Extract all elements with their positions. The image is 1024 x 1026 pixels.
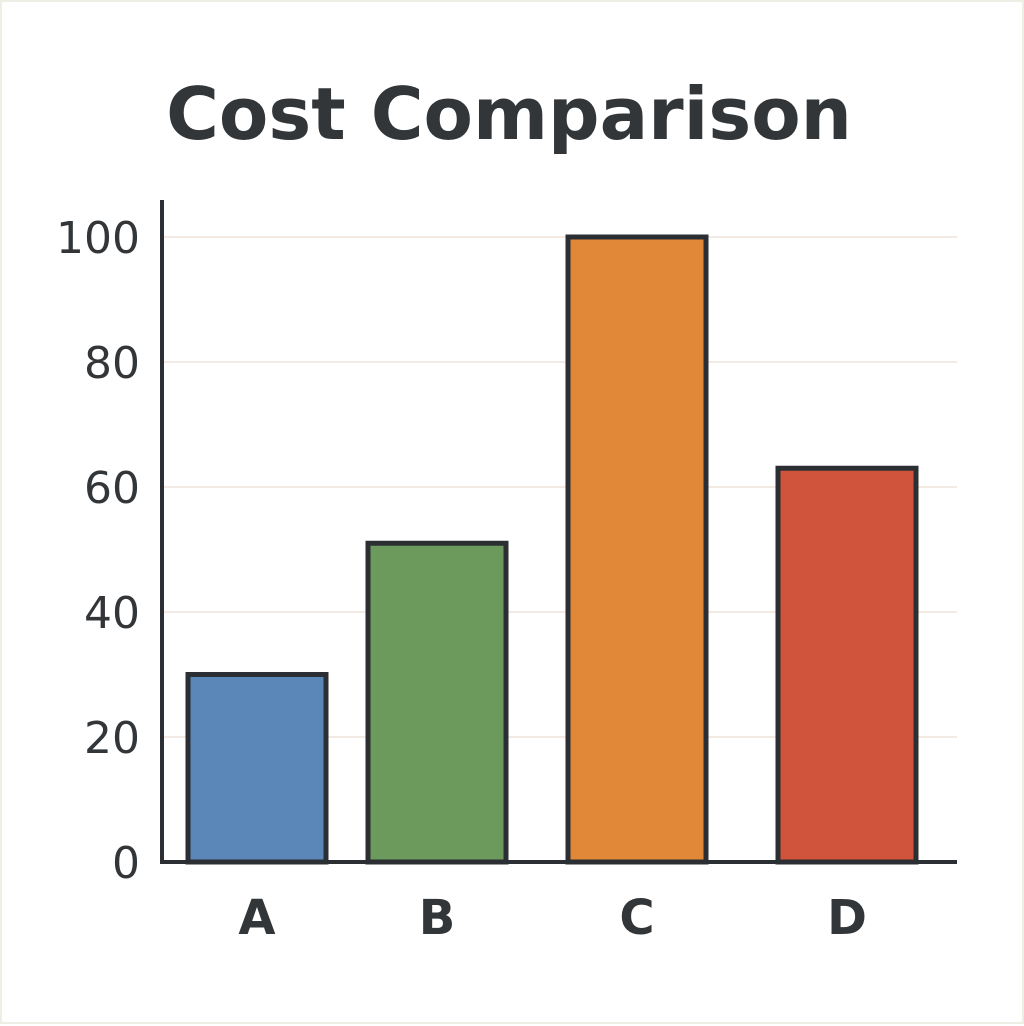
y-tick-label: 40 (84, 588, 140, 639)
y-tick-label: 60 (84, 463, 140, 514)
y-tick-labels: 0 20 40 60 80 100 (56, 213, 140, 889)
x-category-labels: A B C D (238, 890, 867, 946)
x-category-label: D (827, 890, 867, 946)
bars (185, 234, 919, 865)
y-tick-label: 0 (112, 838, 140, 889)
bar-d (775, 465, 919, 865)
x-category-label: A (238, 890, 275, 946)
bar-c (565, 234, 709, 865)
y-tick-label: 100 (56, 213, 140, 264)
y-tick-label: 20 (84, 713, 140, 764)
bar-a (185, 672, 329, 865)
bar-b (365, 540, 509, 865)
y-tick-label: 80 (84, 338, 140, 389)
x-category-label: C (619, 890, 654, 946)
axes (160, 200, 957, 864)
chart-title: Cost Comparison (166, 72, 852, 156)
x-category-label: B (419, 890, 456, 946)
